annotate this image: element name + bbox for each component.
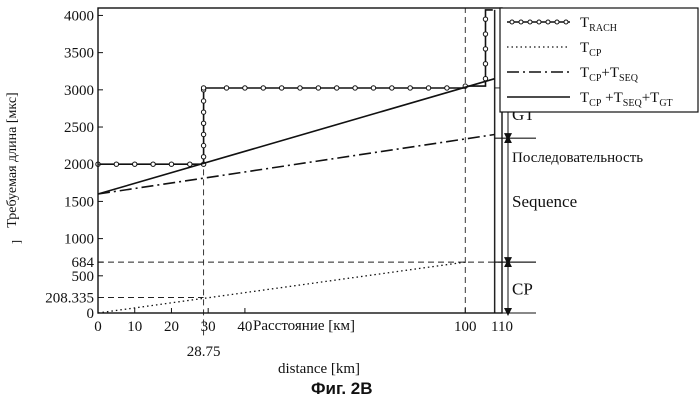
series-line-3 [98, 79, 495, 194]
figure-caption: Фиг. 2B [311, 379, 373, 398]
legend-text-part: T [580, 90, 589, 106]
legend-sample-marker [564, 20, 568, 24]
data-point-marker [201, 155, 205, 159]
y-tick-label: 1500 [64, 194, 94, 210]
legend-sample-marker [519, 20, 523, 24]
legend-text-part: +T [642, 90, 660, 106]
plot-frame [98, 8, 502, 313]
x-tick-label: 100 [454, 319, 477, 335]
series-line-0 [98, 10, 493, 164]
y-tick-label: 1000 [64, 232, 94, 248]
data-point-marker [371, 86, 375, 90]
data-point-marker [201, 121, 205, 125]
legend-text-part: +T [601, 90, 622, 106]
legend-sample-marker [510, 20, 514, 24]
data-point-marker [133, 162, 137, 166]
x-axis-label-ru: Расстояние [км] [253, 318, 355, 334]
data-point-marker [151, 162, 155, 166]
data-point-marker [390, 86, 394, 90]
y-tick-label: 0 [87, 306, 95, 322]
data-point-marker [261, 86, 265, 90]
data-point-marker [426, 86, 430, 90]
y-tick-label: 500 [72, 269, 95, 285]
data-point-marker [335, 86, 339, 90]
legend-sample-marker [528, 20, 532, 24]
data-point-marker [114, 162, 118, 166]
x-tick-label: 110 [491, 319, 513, 335]
y-tick-label: 3500 [64, 46, 94, 62]
legend: TRACHTCPTCP+TSEQTCP +TSEQ+TGT [500, 8, 698, 112]
data-point-marker [353, 86, 357, 90]
data-point-marker [445, 86, 449, 90]
data-point-marker [483, 47, 487, 51]
y-tick-label: 3000 [64, 83, 94, 99]
data-point-marker [483, 62, 487, 66]
y-tick-label: 2000 [64, 157, 94, 173]
legend-subscript: CP [589, 73, 602, 84]
legend-sample-marker [555, 20, 559, 24]
legend-text-part: T [580, 15, 589, 31]
x-tick-label: 20 [164, 319, 179, 335]
reference-lines [98, 8, 502, 335]
y-tick-label-extra: 208.335 [45, 291, 94, 307]
y-axis-label: Требуемая длина [мкс] [5, 92, 20, 227]
data-point-marker [483, 17, 487, 21]
x-tick-label: 40 [237, 319, 252, 335]
y-axis-label-prefix: ] [9, 240, 23, 244]
data-point-marker [316, 86, 320, 90]
data-point-marker [201, 86, 205, 90]
x-tick-label: 30 [201, 319, 216, 335]
legend-text-part: T [580, 40, 589, 56]
tick-layer: 05006841000150020002500300035004000208.3… [45, 8, 513, 360]
x-tick-label: 0 [94, 319, 102, 335]
x-tick-label-extra: 28.75 [187, 344, 221, 360]
data-point-marker [483, 32, 487, 36]
data-point-marker [188, 162, 192, 166]
data-point-marker [169, 162, 173, 166]
y-tick-label: 2500 [64, 120, 94, 136]
bracket-annotations: GTSequenceCPПоследовательность [495, 88, 644, 313]
data-point-marker [201, 143, 205, 147]
data-point-marker [298, 86, 302, 90]
data-point-marker [408, 86, 412, 90]
bracket-label-extra: Последовательность [512, 150, 643, 166]
x-tick-label: 10 [127, 319, 142, 335]
legend-subscript: SEQ [623, 98, 643, 109]
data-point-marker [201, 99, 205, 103]
series-layer [96, 10, 495, 313]
data-point-marker [279, 86, 283, 90]
data-point-marker [224, 86, 228, 90]
bracket-label: CP [512, 280, 533, 299]
bracket-label: Sequence [512, 192, 577, 211]
legend-sample-marker [546, 20, 550, 24]
legend-sample-marker [537, 20, 541, 24]
figure: 05006841000150020002500300035004000208.3… [0, 0, 700, 401]
legend-text-part: +T [601, 65, 619, 81]
legend-subscript: SEQ [619, 73, 639, 84]
legend-text-part: T [580, 65, 589, 81]
legend-subscript: GT [659, 98, 672, 109]
y-tick-label: 684 [72, 255, 95, 271]
legend-subscript: CP [589, 48, 602, 59]
data-point-marker [243, 86, 247, 90]
legend-subscript: CP [589, 98, 602, 109]
series-line-1 [98, 262, 465, 313]
x-axis-label-en: distance [km] [278, 361, 360, 377]
legend-subscript: RACH [589, 23, 617, 34]
y-tick-label: 4000 [64, 8, 94, 24]
data-point-marker [201, 132, 205, 136]
data-point-marker [201, 110, 205, 114]
